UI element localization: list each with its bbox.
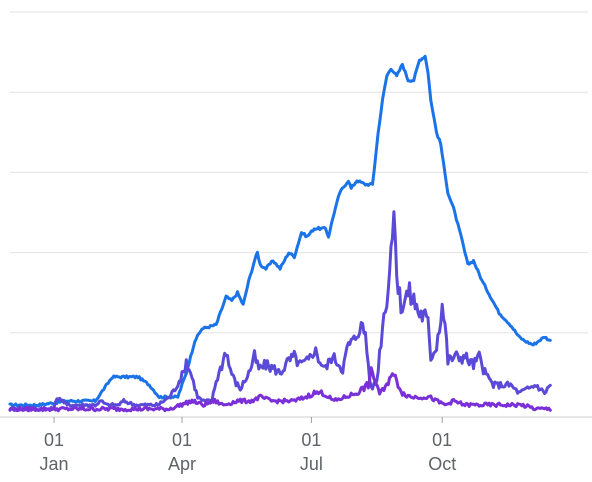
x-tick-label-day-1: 01: [172, 430, 192, 450]
x-axis: 01 Jan 01 Apr 01 Jul 01 Oct: [40, 417, 456, 474]
x-tick-label-month-1: Apr: [168, 454, 196, 474]
x-tick-label-day-2: 01: [301, 430, 321, 450]
gridlines: [0, 11, 592, 418]
x-tick-label-month-0: Jan: [40, 454, 69, 474]
x-tick-label-day-0: 01: [44, 430, 64, 450]
series-group: [8, 54, 552, 413]
series-line-0: [8, 54, 552, 408]
x-tick-label-day-3: 01: [432, 430, 452, 450]
x-tick-label-month-3: Oct: [428, 454, 456, 474]
series-line-1: [8, 210, 552, 413]
x-tick-label-month-2: Jul: [300, 454, 323, 474]
series-line-2: [8, 366, 552, 413]
